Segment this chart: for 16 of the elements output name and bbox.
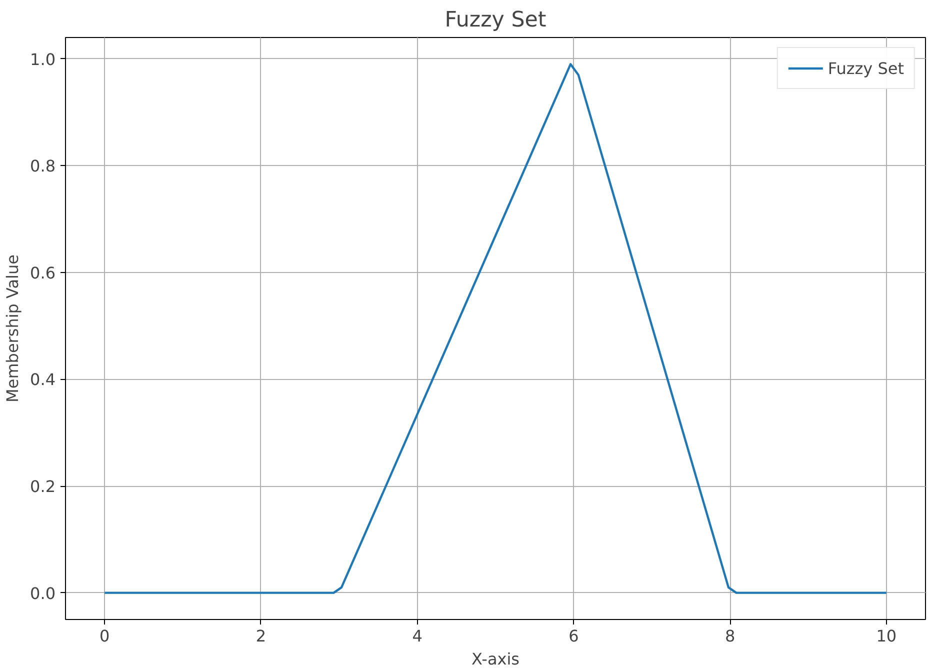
x-tick-label: 10 bbox=[876, 626, 897, 646]
x-tick-label: 8 bbox=[724, 626, 736, 646]
x-tick-label: 6 bbox=[568, 626, 579, 646]
y-tick-label: 0.6 bbox=[30, 263, 56, 282]
y-tick-label: 0.0 bbox=[30, 584, 56, 603]
x-axis-title: X-axis bbox=[472, 650, 520, 668]
y-axis-title: Membership Value bbox=[3, 254, 22, 402]
y-tick-label: 0.4 bbox=[30, 370, 56, 390]
x-tick-label: 4 bbox=[412, 626, 422, 646]
x-tick-label: 2 bbox=[256, 626, 266, 646]
y-tick-label: 1.0 bbox=[30, 50, 56, 69]
y-tick-label: 0.2 bbox=[30, 477, 56, 496]
legend-label: Fuzzy Set bbox=[828, 58, 904, 78]
chart-title: Fuzzy Set bbox=[444, 8, 546, 32]
y-tick-label: 0.8 bbox=[30, 156, 56, 176]
x-tick-label: 0 bbox=[100, 626, 110, 646]
